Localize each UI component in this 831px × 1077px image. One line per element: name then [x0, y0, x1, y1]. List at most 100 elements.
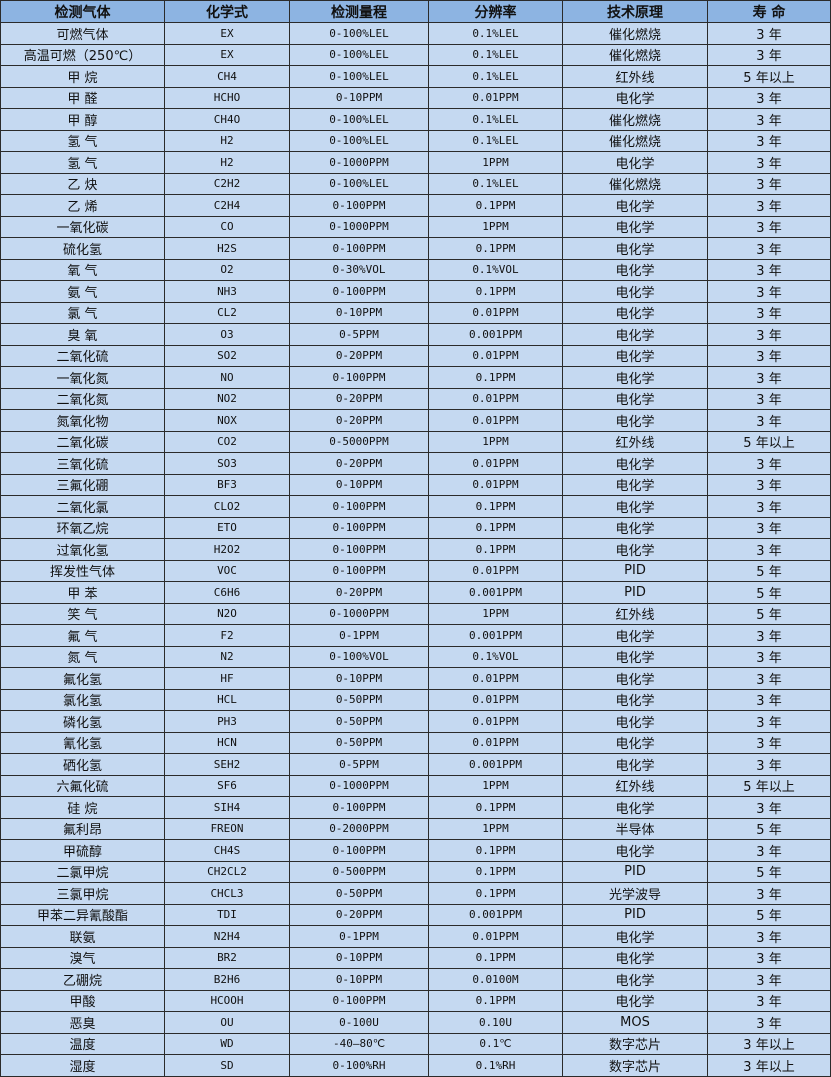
cell-lifespan: 3 年: [707, 323, 831, 346]
cell-gas: 臭 氧: [0, 323, 165, 346]
cell-formula: C2H2: [164, 172, 290, 195]
cell-gas: 六氟化硫: [0, 774, 165, 797]
table-row: 恶臭 OU 0-100U 0.10U MOS 3 年: [0, 1011, 831, 1034]
cell-lifespan: 3 年: [707, 624, 831, 647]
cell-gas: 挥发性气体: [0, 559, 165, 582]
cell-gas: 氮氧化物: [0, 409, 165, 432]
cell-range: 0-5PPM: [289, 753, 429, 776]
cell-formula: B2H6: [164, 968, 290, 991]
cell-resolution: 1PPM: [428, 774, 563, 797]
cell-resolution: 1PPM: [428, 602, 563, 625]
cell-principle: 电化学: [562, 387, 708, 410]
cell-range: 0-5000PPM: [289, 430, 429, 453]
header-resolution: 分辨率: [428, 0, 563, 23]
cell-gas: 氟利昂: [0, 817, 165, 840]
table-row: 乙硼烷 B2H6 0-10PPM 0.0100M 电化学 3 年: [0, 968, 831, 991]
cell-formula: TDI: [164, 903, 290, 926]
table-row: 二氧化碳 CO2 0-5000PPM 1PPM 红外线 5 年以上: [0, 430, 831, 453]
cell-formula: O3: [164, 323, 290, 346]
cell-resolution: 0.01PPM: [428, 344, 563, 367]
cell-formula: H2O2: [164, 538, 290, 561]
table-row: 三氟化硼 BF3 0-10PPM 0.01PPM 电化学 3 年: [0, 473, 831, 496]
cell-principle: 数字芯片: [562, 1054, 708, 1077]
cell-formula: FREON: [164, 817, 290, 840]
cell-formula: HCOOH: [164, 989, 290, 1012]
cell-formula: NO: [164, 366, 290, 389]
cell-range: 0-100U: [289, 1011, 429, 1034]
cell-range: 0-100PPM: [289, 237, 429, 260]
table-row: 笑 气 N2O 0-1000PPM 1PPM 红外线 5 年: [0, 602, 831, 625]
cell-lifespan: 3 年: [707, 667, 831, 690]
cell-principle: PID: [562, 559, 708, 582]
cell-lifespan: 3 年: [707, 452, 831, 475]
table-row: 湿度 SD 0-100%RH 0.1%RH 数字芯片 3 年以上: [0, 1054, 831, 1077]
cell-formula: NO2: [164, 387, 290, 410]
cell-principle: 红外线: [562, 602, 708, 625]
cell-formula: CHCL3: [164, 882, 290, 905]
cell-lifespan: 3 年: [707, 731, 831, 754]
cell-formula: OU: [164, 1011, 290, 1034]
cell-formula: N2: [164, 645, 290, 668]
table-row: 温度 WD -40—80℃ 0.1℃ 数字芯片 3 年以上: [0, 1032, 831, 1055]
cell-principle: 催化燃烧: [562, 22, 708, 45]
cell-resolution: 0.1℃: [428, 1032, 563, 1055]
table-row: 氮氧化物 NOX 0-20PPM 0.01PPM 电化学 3 年: [0, 409, 831, 432]
cell-range: 0-100%LEL: [289, 22, 429, 45]
cell-gas: 氧 气: [0, 258, 165, 281]
cell-principle: 电化学: [562, 151, 708, 174]
cell-range: 0-20PPM: [289, 903, 429, 926]
cell-resolution: 0.1%LEL: [428, 108, 563, 131]
cell-gas: 硒化氢: [0, 753, 165, 776]
table-row: 甲酸 HCOOH 0-100PPM 0.1PPM 电化学 3 年: [0, 989, 831, 1012]
cell-range: 0-100%VOL: [289, 645, 429, 668]
cell-range: 0-100PPM: [289, 495, 429, 518]
cell-principle: 催化燃烧: [562, 172, 708, 195]
cell-resolution: 0.1%VOL: [428, 645, 563, 668]
cell-resolution: 0.01PPM: [428, 301, 563, 324]
cell-range: 0-20PPM: [289, 452, 429, 475]
cell-resolution: 0.1PPM: [428, 882, 563, 905]
table-row: 溴气 BR2 0-10PPM 0.1PPM 电化学 3 年: [0, 946, 831, 969]
cell-formula: PH3: [164, 710, 290, 733]
cell-resolution: 0.1PPM: [428, 839, 563, 862]
cell-formula: C6H6: [164, 581, 290, 604]
cell-resolution: 0.1%LEL: [428, 43, 563, 66]
cell-lifespan: 3 年: [707, 108, 831, 131]
table-row: 臭 氧 O3 0-5PPM 0.001PPM 电化学 3 年: [0, 323, 831, 346]
cell-gas: 磷化氢: [0, 710, 165, 733]
cell-principle: 红外线: [562, 774, 708, 797]
cell-formula: SIH4: [164, 796, 290, 819]
cell-lifespan: 3 年: [707, 882, 831, 905]
cell-formula: H2: [164, 151, 290, 174]
cell-lifespan: 3 年: [707, 387, 831, 410]
cell-resolution: 0.01PPM: [428, 925, 563, 948]
cell-formula: N2H4: [164, 925, 290, 948]
cell-resolution: 1PPM: [428, 151, 563, 174]
cell-formula: SD: [164, 1054, 290, 1077]
cell-range: 0-100%LEL: [289, 43, 429, 66]
table-row: 氰化氢 HCN 0-50PPM 0.01PPM 电化学 3 年: [0, 731, 831, 754]
table-row: 磷化氢 PH3 0-50PPM 0.01PPM 电化学 3 年: [0, 710, 831, 733]
cell-gas: 硫化氢: [0, 237, 165, 260]
cell-gas: 二氧化氯: [0, 495, 165, 518]
cell-formula: VOC: [164, 559, 290, 582]
cell-principle: 电化学: [562, 301, 708, 324]
table-row: 氟 气 F2 0-1PPM 0.001PPM 电化学 3 年: [0, 624, 831, 647]
table-row: 三氯甲烷 CHCL3 0-50PPM 0.1PPM 光学波导 3 年: [0, 882, 831, 905]
cell-resolution: 0.1%LEL: [428, 129, 563, 152]
cell-principle: 电化学: [562, 452, 708, 475]
cell-resolution: 0.1%LEL: [428, 172, 563, 195]
header-lifespan: 寿 命: [707, 0, 831, 23]
table-row: 氮 气 N2 0-100%VOL 0.1%VOL 电化学 3 年: [0, 645, 831, 668]
cell-formula: WD: [164, 1032, 290, 1055]
cell-range: 0-100PPM: [289, 516, 429, 539]
cell-resolution: 0.001PPM: [428, 624, 563, 647]
cell-formula: SF6: [164, 774, 290, 797]
header-gas: 检测气体: [0, 0, 165, 23]
cell-formula: SO3: [164, 452, 290, 475]
table-row: 氯化氢 HCL 0-50PPM 0.01PPM 电化学 3 年: [0, 688, 831, 711]
cell-range: 0-100PPM: [289, 280, 429, 303]
cell-range: 0-10PPM: [289, 473, 429, 496]
cell-resolution: 0.01PPM: [428, 559, 563, 582]
cell-range: 0-50PPM: [289, 688, 429, 711]
